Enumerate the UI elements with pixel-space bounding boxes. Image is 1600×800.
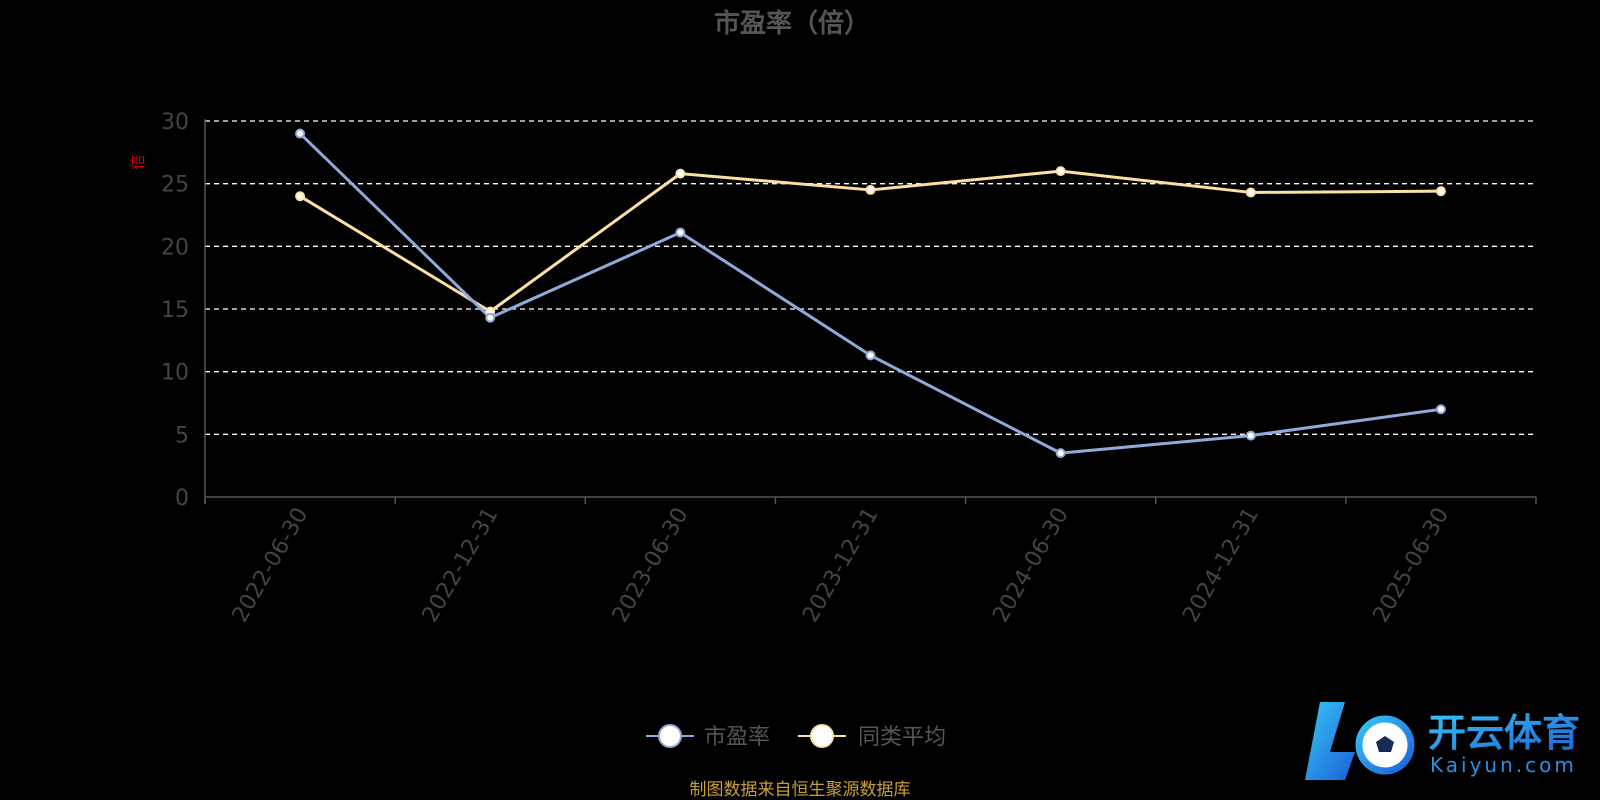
legend-item-pe[interactable]: 市盈率 (646, 724, 770, 750)
legend-marker-peer-avg (810, 724, 834, 748)
x-tick-label: 2024-12-31 (1178, 504, 1264, 627)
series-point-0 (675, 227, 686, 238)
series-line-0 (299, 132, 1442, 455)
legend-item-peer-avg[interactable]: 同类平均 (798, 724, 946, 750)
x-tick-label: 2025-06-30 (1369, 504, 1455, 627)
x-axis-ticks: 2022-06-30 2022-12-31 2023-06-30 2023-12-31… (204, 497, 1537, 627)
y-tick-label: 25 (161, 173, 189, 198)
x-tick-label: 2023-06-30 (608, 504, 694, 627)
y-tick-label: 10 (161, 361, 189, 386)
series-point-0 (485, 312, 496, 323)
grid-lines (205, 120, 1536, 435)
series-point-0 (1245, 430, 1256, 441)
series-point-0 (295, 128, 306, 139)
logo-k-icon (1305, 702, 1355, 780)
x-tick-label: 2022-12-31 (418, 504, 504, 627)
y-axis-ticks: 0 5 10 15 20 25 30 (161, 110, 189, 511)
x-tick-label: 2023-12-31 (798, 504, 884, 627)
y-tick-label: 15 (161, 298, 189, 323)
y-tick-label: 20 (161, 235, 189, 260)
series-point-1 (295, 191, 306, 202)
series-point-0 (865, 350, 876, 361)
y-tick-label: 5 (175, 423, 189, 448)
legend-marker-pe (658, 724, 682, 748)
y-tick-label: 30 (161, 110, 189, 135)
y-tick-label: 0 (175, 486, 189, 511)
series-point-1 (1055, 166, 1066, 177)
series-point-1 (1245, 187, 1256, 198)
series-point-1 (1435, 186, 1446, 197)
y-axis-label: 倍 (129, 154, 147, 169)
watermark-logo: 开云体育 Kaiyun.com (1305, 702, 1580, 780)
series-point-1 (675, 168, 686, 179)
watermark-cn: 开云体育 (1428, 711, 1580, 755)
x-tick-label: 2022-06-30 (228, 504, 314, 627)
chart-title: 市盈率（倍） (714, 8, 870, 39)
series-point-1 (865, 184, 876, 195)
source-note: 制图数据来自恒生聚源数据库 (690, 780, 911, 800)
axes (204, 119, 1536, 504)
x-tick-label: 2024-06-30 (988, 504, 1074, 627)
series-group (295, 128, 1446, 459)
series-point-0 (1055, 448, 1066, 459)
legend-label-pe: 市盈率 (704, 725, 770, 750)
legend-label-peer-avg: 同类平均 (858, 725, 946, 750)
series-point-0 (1435, 404, 1446, 415)
watermark-en: Kaiyun.com (1430, 753, 1577, 777)
legend: 市盈率 同类平均 (646, 724, 946, 750)
